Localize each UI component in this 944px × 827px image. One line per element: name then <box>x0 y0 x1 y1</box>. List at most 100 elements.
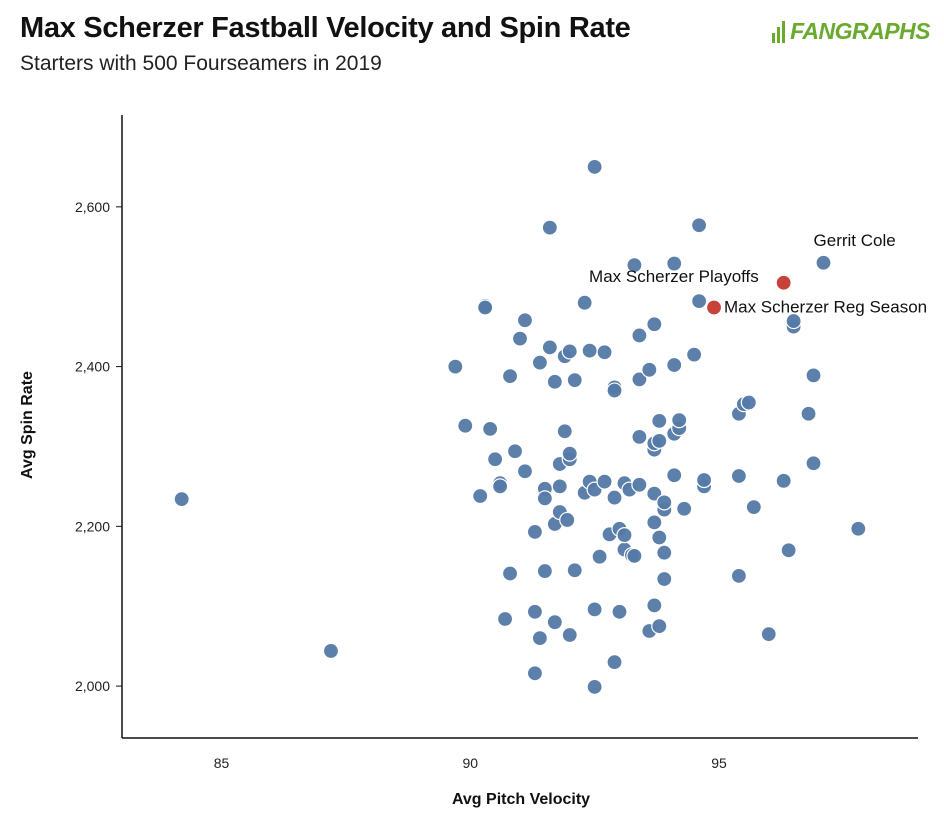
data-point <box>561 343 578 360</box>
y-axis-label: Avg Spin Rate <box>19 371 36 479</box>
data-point <box>546 614 563 631</box>
data-point <box>646 597 663 614</box>
data-point <box>576 294 593 311</box>
chart-axes: 2,000 2,200 2,400 2,600 85 90 95 <box>75 115 918 771</box>
data-point <box>805 455 822 472</box>
data-point <box>775 472 792 489</box>
data-point <box>656 570 673 588</box>
data-point <box>591 548 608 565</box>
data-point <box>626 547 643 564</box>
data-point <box>559 511 576 529</box>
data-point <box>606 654 623 671</box>
data-point <box>606 382 623 399</box>
data-point <box>690 217 708 234</box>
logo-bars-icon <box>771 20 787 43</box>
x-tick-label: 85 <box>214 755 230 771</box>
annotation-label: Max Scherzer Reg Season <box>724 297 927 316</box>
data-point <box>656 494 673 511</box>
highlight-point <box>705 299 723 316</box>
data-point <box>556 423 573 440</box>
x-tick-label: 90 <box>462 755 478 771</box>
data-point <box>501 368 519 385</box>
data-point <box>526 603 544 620</box>
data-point <box>651 412 668 430</box>
data-point <box>526 523 544 541</box>
data-point <box>690 293 708 310</box>
data-point <box>641 361 658 378</box>
data-point <box>745 499 762 516</box>
data-point <box>581 342 598 359</box>
data-point <box>651 529 668 546</box>
data-points <box>173 158 867 695</box>
y-tick-label: 2,000 <box>75 678 110 694</box>
data-point <box>631 371 648 388</box>
data-point <box>596 473 613 490</box>
chart-subtitle: Starters with 500 Fourseamers in 2019 <box>20 52 382 75</box>
logo-text-fan: FAN <box>790 18 835 44</box>
data-point <box>800 405 817 422</box>
data-point <box>785 312 802 330</box>
data-point <box>506 443 524 460</box>
data-point <box>611 603 628 620</box>
data-point <box>850 520 867 537</box>
data-point <box>671 412 688 429</box>
data-point <box>541 219 558 236</box>
chart-title: Max Scherzer Fastball Velocity and Spin … <box>20 12 631 44</box>
data-point <box>586 158 603 176</box>
data-point <box>516 463 534 480</box>
data-point <box>646 316 663 333</box>
data-point <box>606 489 623 506</box>
data-point <box>651 618 668 635</box>
data-point <box>531 630 549 647</box>
data-point <box>626 257 643 274</box>
data-point <box>666 255 683 272</box>
data-point <box>616 527 633 544</box>
data-point <box>173 491 190 508</box>
data-point <box>541 339 558 356</box>
data-point <box>546 373 563 390</box>
data-point <box>586 601 603 618</box>
data-point <box>516 312 534 329</box>
data-point <box>322 642 340 660</box>
data-point <box>561 445 578 462</box>
data-point <box>760 626 777 643</box>
y-tick-label: 2,400 <box>75 359 110 375</box>
data-point <box>730 467 748 485</box>
data-point <box>686 346 703 363</box>
data-point <box>492 478 509 495</box>
data-point <box>477 299 494 316</box>
data-point <box>487 451 504 468</box>
x-axis-label: Avg Pitch Velocity <box>452 791 590 808</box>
data-point <box>815 254 832 271</box>
y-tick-label: 2,200 <box>75 518 110 534</box>
data-point <box>805 367 822 384</box>
data-point <box>482 420 499 437</box>
data-point <box>631 327 648 344</box>
data-point <box>496 610 514 628</box>
data-point <box>656 544 673 561</box>
fangraphs-logo: FAN GRAPHS <box>771 18 931 45</box>
data-point <box>531 354 549 371</box>
data-point <box>631 476 648 493</box>
data-point <box>740 394 757 411</box>
data-point <box>780 542 797 559</box>
data-point <box>511 330 529 347</box>
data-point <box>566 562 583 579</box>
data-point <box>666 467 683 484</box>
data-point <box>631 428 648 445</box>
data-point <box>730 567 748 584</box>
data-point <box>695 471 713 489</box>
data-point <box>586 678 603 695</box>
data-point <box>526 665 544 682</box>
data-point <box>551 478 568 495</box>
data-point <box>596 344 613 361</box>
y-tick-label: 2,600 <box>75 199 110 215</box>
data-point <box>472 487 489 505</box>
highlight-point <box>775 274 792 291</box>
data-point <box>536 490 553 507</box>
logo-text-graphs: GRAPHS <box>834 18 931 44</box>
data-point <box>561 626 578 644</box>
data-point <box>457 417 474 434</box>
annotation-label: Gerrit Cole <box>814 231 896 250</box>
